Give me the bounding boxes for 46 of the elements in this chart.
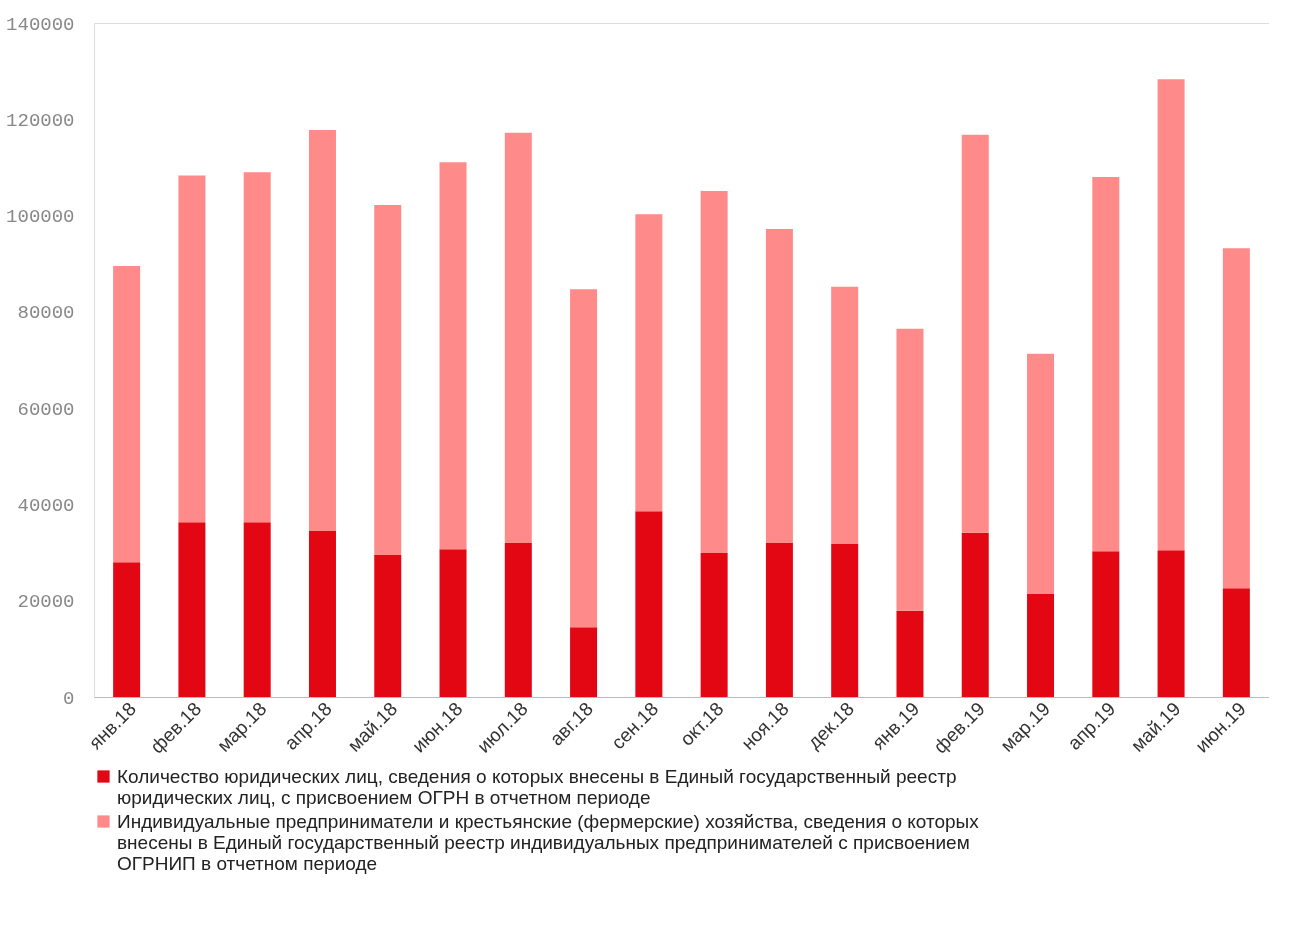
y-tick-label: 80000 — [17, 302, 75, 325]
bar — [439, 549, 467, 697]
bar — [570, 627, 598, 697]
bar — [1222, 248, 1250, 589]
bar — [374, 204, 402, 555]
legend-label: Количество юридических лиц, сведения о которых внесены в Единый государственный реестр юридических лиц, с присвоением ОГРН в отчетном периоде — [117, 765, 957, 808]
bar — [178, 175, 206, 523]
bar — [113, 266, 141, 563]
y-tick-label: 140000 — [6, 13, 75, 36]
bar — [831, 543, 859, 697]
bar — [1157, 79, 1185, 551]
bar — [504, 542, 532, 697]
y-tick-label: 60000 — [17, 398, 75, 421]
y-tick-label: 40000 — [17, 494, 75, 517]
bar — [700, 191, 728, 554]
bar — [896, 610, 924, 697]
bar — [831, 286, 859, 544]
bar — [374, 554, 402, 697]
bar — [1092, 177, 1120, 552]
legend-label: Индивидуальные предприниматели и крестьянские (фермерские) хозяйства, сведения о которых внесены в Единый государственный реестр индивидуальных предпринимателей с присвоением ОГРНИП в отчетном периоде — [117, 810, 980, 874]
y-tick-label: 20000 — [17, 591, 75, 614]
bar — [765, 542, 793, 697]
bar — [635, 511, 663, 697]
bar — [243, 172, 271, 523]
bar — [113, 562, 141, 697]
bar — [570, 289, 598, 628]
bar — [308, 129, 336, 531]
bar — [178, 522, 206, 697]
y-tick-label: 100000 — [6, 206, 75, 229]
bar — [961, 134, 989, 533]
bar — [1222, 588, 1250, 697]
bar — [1092, 551, 1120, 697]
bar — [308, 530, 336, 697]
y-tick-label: 0 — [63, 687, 75, 710]
bar — [635, 214, 663, 512]
bar — [896, 328, 924, 611]
y-tick-label: 120000 — [6, 109, 75, 132]
bar — [1027, 353, 1055, 594]
bar — [243, 522, 271, 697]
bar — [961, 532, 989, 697]
bar — [765, 229, 793, 543]
bar — [1157, 550, 1185, 697]
bar — [504, 132, 532, 543]
bar — [1027, 593, 1055, 697]
bar — [700, 553, 728, 697]
bar — [439, 162, 467, 550]
